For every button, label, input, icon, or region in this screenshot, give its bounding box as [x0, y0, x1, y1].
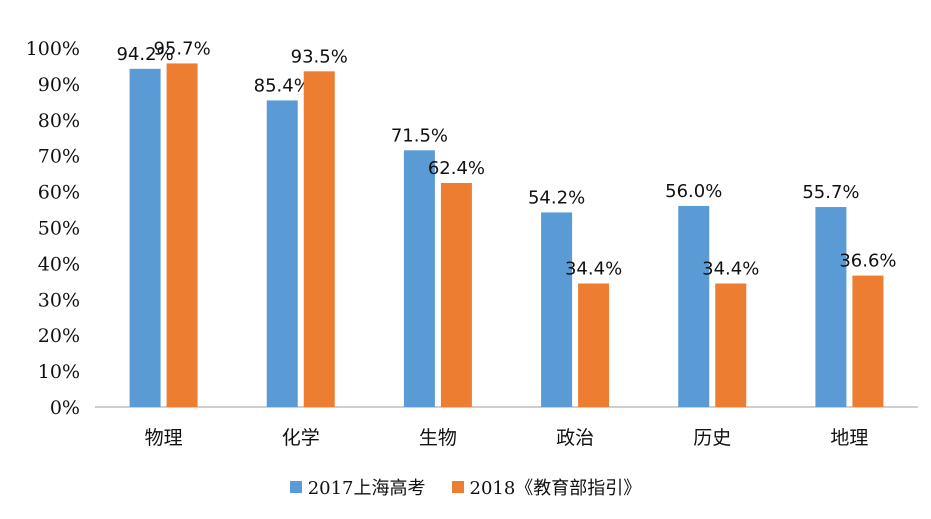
legend-swatch-2018	[451, 481, 464, 493]
data-label: 34.4%	[565, 259, 622, 280]
bar-2018《教育部指引》	[440, 182, 472, 407]
data-label: 71.5%	[391, 125, 448, 146]
bar-2018《教育部指引》	[303, 71, 335, 408]
y-tick-label: 30%	[38, 289, 80, 311]
bar-2018《教育部指引》	[715, 283, 747, 407]
data-label: 85.4%	[254, 75, 311, 96]
legend-label-2018: 2018《教育部指引》	[469, 478, 642, 499]
bar-2017上海高考	[678, 205, 710, 407]
data-label: 55.7%	[802, 182, 859, 203]
data-label: 94.2%	[116, 44, 173, 65]
legend: 2017上海高考 2018《教育部指引》	[0, 474, 931, 500]
data-label: 62.4%	[428, 158, 485, 179]
x-category-label: 政治	[556, 427, 594, 449]
data-label: 56.0%	[665, 181, 722, 202]
y-tick-label: 40%	[38, 253, 80, 275]
y-tick-label: 90%	[38, 74, 80, 96]
x-category-label: 地理	[830, 427, 868, 449]
y-tick-label: 80%	[38, 110, 80, 132]
bar-2018《教育部指引》	[852, 275, 884, 407]
x-category-label: 物理	[145, 427, 183, 449]
bar-2017上海高考	[541, 212, 573, 407]
y-tick-label: 20%	[38, 325, 80, 347]
x-category-label: 历史	[693, 427, 731, 449]
y-tick-label: 50%	[38, 218, 80, 240]
y-tick-label: 70%	[38, 146, 80, 168]
bar-2018《教育部指引》	[166, 63, 198, 407]
legend-swatch-2017	[289, 481, 302, 493]
bar-2017上海高考	[815, 207, 847, 407]
bar-chart: 0% 10% 20% 30% 40% 50% 60% 70% 80% 90% 100% 物理 94.2%…	[26, 38, 918, 449]
legend-item-2018: 2018《教育部指引》	[451, 474, 642, 500]
x-category-label: 生物	[419, 427, 457, 449]
data-label: 95.7%	[153, 38, 210, 59]
data-label: 34.4%	[702, 259, 759, 280]
bar-2017上海高考	[129, 68, 161, 408]
bar-2017上海高考	[266, 100, 298, 407]
y-tick-label: 10%	[38, 361, 80, 383]
legend-item-2017: 2017上海高考	[289, 474, 426, 500]
data-label: 36.6%	[839, 251, 896, 272]
data-label: 93.5%	[291, 46, 348, 67]
data-label: 54.2%	[528, 187, 585, 208]
bar-2017上海高考	[403, 150, 435, 407]
y-tick-label: 60%	[38, 182, 80, 204]
legend-label-2017: 2017上海高考	[307, 478, 426, 499]
bar-2018《教育部指引》	[578, 283, 610, 407]
x-category-label: 化学	[282, 427, 320, 449]
y-tick-label: 0%	[50, 397, 80, 419]
y-tick-label: 100%	[26, 38, 80, 60]
